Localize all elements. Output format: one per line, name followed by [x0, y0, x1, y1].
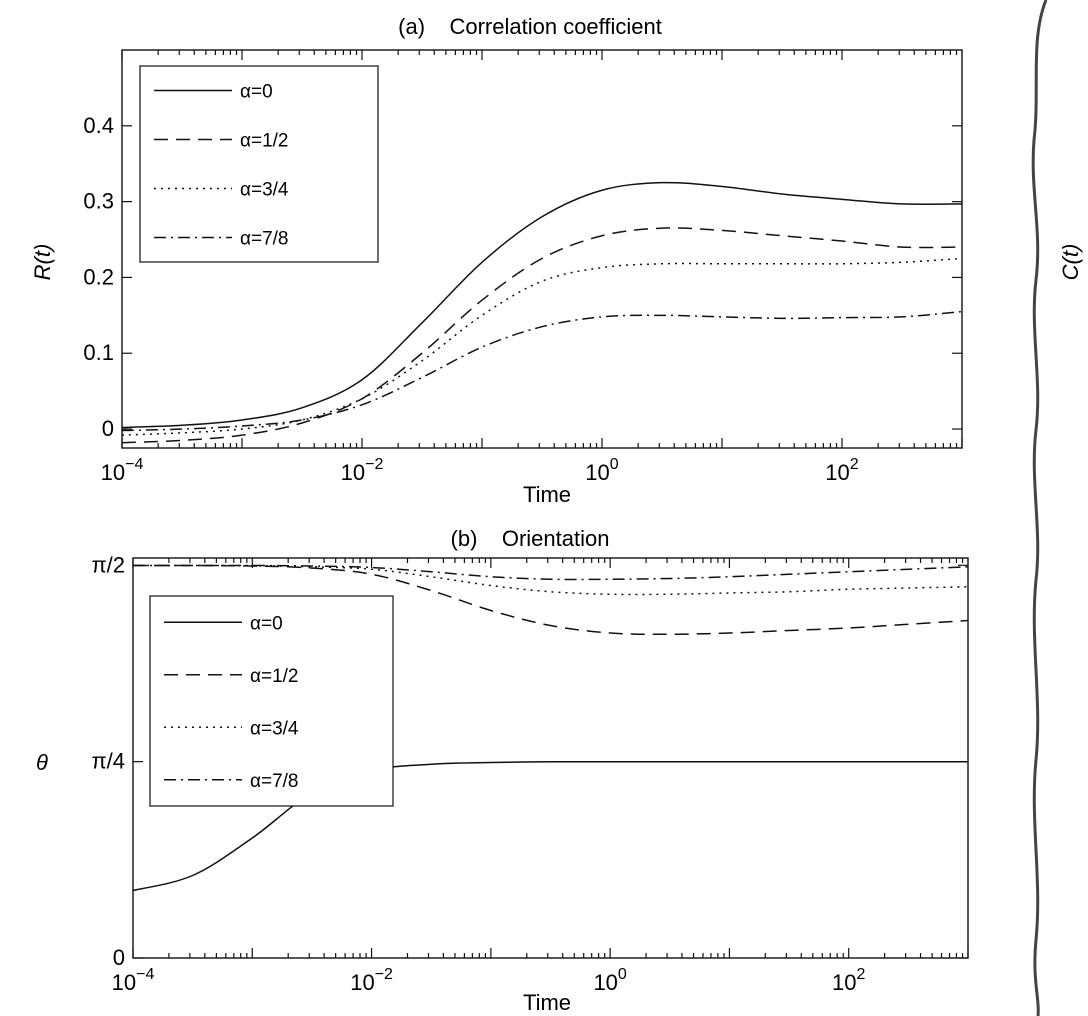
panel-a-plot: 10−4 10−2 100 102 0 0.1 0.2 0.3 0.4 [83, 49, 963, 485]
panel-b-x-tick-label: 10−2 [350, 966, 393, 995]
panel-a-title: (a) Correlation coefficient [398, 14, 662, 39]
panel-a-ylabel: R(t) [30, 244, 55, 281]
panel-a-x-tick-label: 10−4 [101, 456, 144, 485]
panel-a-x-tick-label: 100 [585, 456, 618, 485]
panel-b-y-tick-label: π/2 [91, 552, 125, 577]
panel-b-x-tick-label: 10−4 [112, 966, 155, 995]
panel-b-legend-label: α=0 [250, 613, 283, 634]
panel-b-series-line-3 [133, 564, 969, 581]
panel-a-xlabel: Time [523, 482, 571, 507]
neighbor-frame-edge [1031, 0, 1048, 1016]
panel-a-series-line-2 [121, 257, 963, 436]
panel-a-y-tick-label: 0.1 [83, 340, 114, 365]
panel-b-legend: α=0 α=1/2 α=3/4 α=7/8 [149, 595, 394, 807]
panel-b-y-tick-label: π/4 [91, 749, 125, 774]
panel-a-legend-label: α=1/2 [240, 131, 289, 152]
panel-b-x-tick-label: 100 [593, 966, 626, 995]
panel-a-x-tick-label: 102 [825, 456, 858, 485]
panel-a-series-line-1 [121, 227, 963, 444]
panel-a-legend: α=0 α=1/2 α=3/4 α=7/8 [139, 65, 379, 263]
panel-a-series-line-3 [121, 310, 963, 432]
neighbor-figure-edge: C(t) [1031, 0, 1083, 1016]
panel-a-axes-frame [121, 49, 963, 449]
panel-a-y-tick-label: 0 [102, 416, 114, 441]
panel-b-legend-label: α=3/4 [250, 718, 299, 739]
panel-b-legend-box [149, 595, 394, 807]
panel-b: (b) Orientation θ Time 10−4 10−2 100 102 0 π/… [36, 526, 969, 1015]
panel-b-axes-frame [132, 557, 969, 959]
panel-b-y-tick-label: 0 [113, 945, 125, 970]
panel-b-xlabel: Time [523, 990, 571, 1015]
panel-a-y-tick-label: 0.4 [83, 113, 114, 138]
neighbor-ylabel: C(t) [1058, 244, 1083, 281]
panel-b-x-tick-label: 102 [832, 966, 865, 995]
panel-a-legend-label: α=3/4 [240, 180, 289, 201]
panel-b-series-line-1 [132, 564, 969, 636]
panel-b-title: (b) Orientation [451, 526, 610, 551]
panel-b-plot: 10−4 10−2 100 102 0 π/4 π/2 [91, 552, 969, 995]
panel-a-legend-label: α=7/8 [240, 229, 289, 250]
panel-b-ylabel: θ [36, 750, 48, 775]
panel-a-x-tick-label: 10−2 [341, 456, 384, 485]
panel-b-legend-label: α=7/8 [250, 771, 299, 792]
panel-a-legend-label: α=0 [240, 82, 273, 103]
panel-a-series-line-0 [121, 181, 963, 429]
panel-a: (a) Correlation coefficient R(t) Time 10… [30, 14, 963, 507]
panel-a-y-tick-label: 0.3 [83, 189, 114, 214]
panel-b-legend-label: α=1/2 [250, 666, 299, 687]
panel-a-legend-box [139, 65, 379, 263]
panel-a-y-tick-label: 0.2 [83, 264, 114, 289]
panel-b-series-line-0 [132, 760, 968, 892]
